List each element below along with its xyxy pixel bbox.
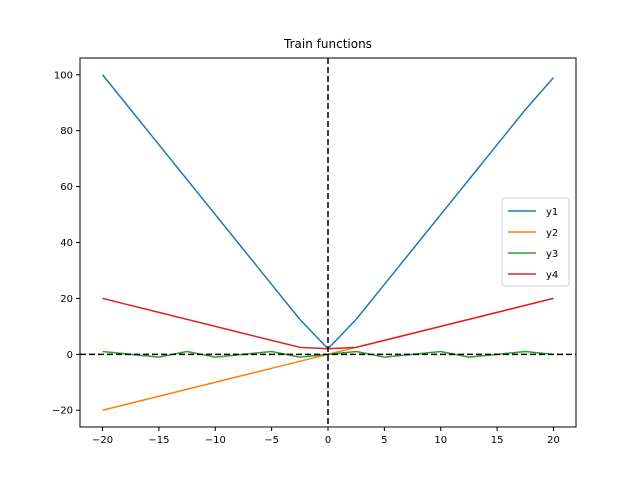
legend-label-y2: y2 bbox=[546, 228, 558, 239]
y-tick-label: 20 bbox=[60, 294, 73, 305]
legend-label-y1: y1 bbox=[546, 207, 558, 218]
x-tick-label: −5 bbox=[264, 435, 279, 446]
y-tick-label: 0 bbox=[67, 350, 73, 361]
legend-box bbox=[501, 197, 570, 287]
y-tick-label: 40 bbox=[60, 238, 73, 249]
y-tick-label: 60 bbox=[60, 182, 73, 193]
y-tick-label: 100 bbox=[54, 70, 73, 81]
x-tick-label: −15 bbox=[148, 435, 169, 446]
chart-title: Train functions bbox=[283, 37, 372, 51]
x-tick-label: 10 bbox=[434, 435, 447, 446]
legend: y1 y2 y3 y4 bbox=[501, 197, 570, 287]
legend-label-y3: y3 bbox=[546, 249, 558, 260]
x-tick-label: 5 bbox=[381, 435, 387, 446]
y-tick-label: 80 bbox=[60, 126, 73, 137]
axes-layer: −20 −15 −10 −5 0 5 10 15 20 −20 0 20 40 60 80 100 bbox=[52, 70, 560, 446]
reference-lines bbox=[80, 58, 576, 427]
x-tick-label: 0 bbox=[325, 435, 331, 446]
x-tick-label: 20 bbox=[547, 435, 560, 446]
y-tick-label: −20 bbox=[52, 406, 73, 417]
x-tick-label: 15 bbox=[491, 435, 504, 446]
legend-label-y4: y4 bbox=[546, 270, 558, 281]
x-tick-label: −10 bbox=[205, 435, 226, 446]
x-tick-label: −20 bbox=[92, 435, 113, 446]
